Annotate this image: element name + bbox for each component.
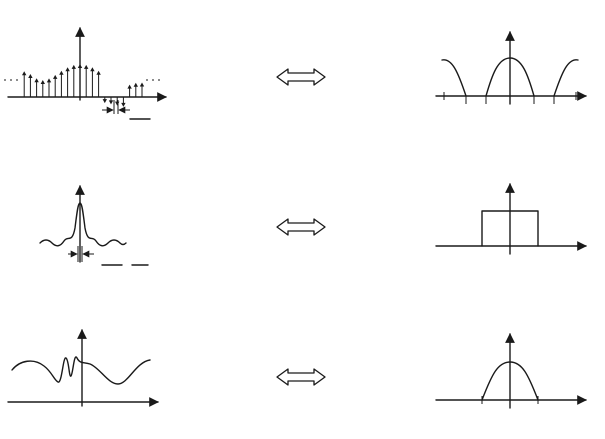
bell-curve [481,361,539,401]
x-ticks [443,92,577,104]
rect-pulse [481,210,539,247]
rect-spectrum-plot [435,183,587,255]
impulse-arrowhead [108,100,114,105]
impulse-arrowhead [22,71,27,76]
bell-spectrum-plot [435,333,587,409]
impulse-arrowhead [34,78,39,83]
impulse-arrowhead [84,64,89,69]
impulse-arrowhead [40,79,45,84]
double-headed-arrow-icon [276,68,326,86]
impulse-arrowhead [139,82,145,87]
row-2 [39,183,587,266]
impulse-arrowhead [77,63,83,68]
right-lobe [553,59,579,97]
impulse-stems [22,63,145,107]
impulse-arrowhead [28,74,33,79]
x-ticks [481,396,539,404]
row-1 [4,27,587,120]
impulse-arrowhead [59,70,64,75]
impulse-arrowhead [53,74,58,79]
left-lobe [441,59,467,97]
impulse-arrowhead [115,101,120,106]
impulse-arrowhead [127,84,132,89]
double-headed-arrow-icon [276,368,326,386]
impulse-arrowhead [133,82,138,87]
signal-curve [11,356,151,385]
continuous-signal-plot [7,329,159,407]
impulse-arrowhead [90,67,95,72]
sinc-sequence-plot [39,185,149,266]
periodic-spectrum-plot [435,31,587,105]
impulse-arrowhead [96,70,101,75]
impulse-arrowhead [102,99,107,104]
double-headed-arrow-icon [276,218,326,236]
impulse-arrowhead [65,67,70,72]
row-3 [7,329,587,409]
center-lobe [485,57,535,97]
sinc-curve [39,202,127,247]
impulse-arrowhead [121,102,126,107]
impulse-train-plot [4,27,167,120]
impulse-arrowhead [71,64,76,69]
impulse-arrowhead [46,78,52,83]
